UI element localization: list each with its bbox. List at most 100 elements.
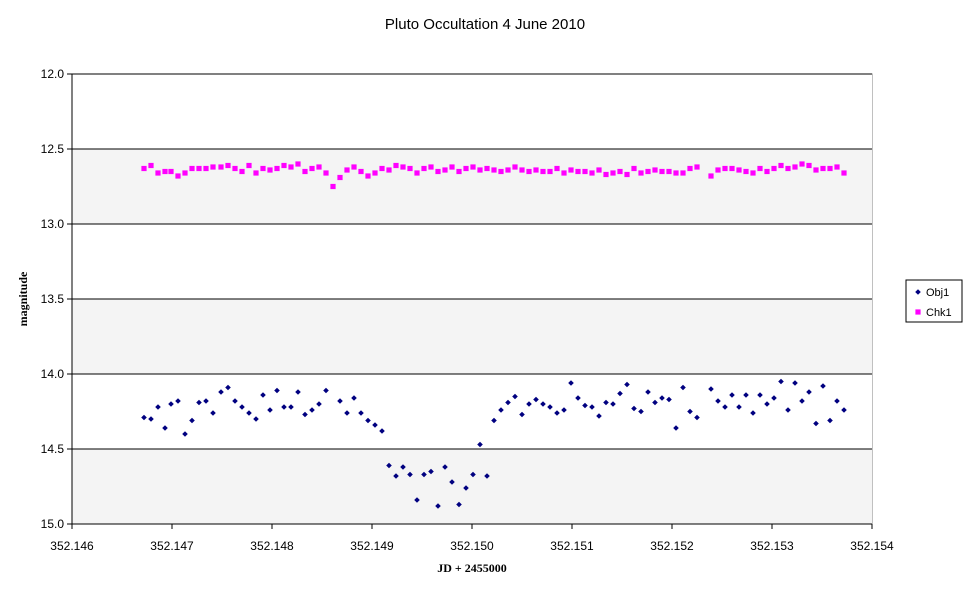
series-chk1 (141, 161, 847, 190)
plot-bands (72, 74, 872, 524)
data-point-chk1 (210, 164, 216, 170)
data-point-obj1 (210, 410, 216, 416)
chart-title: Pluto Occultation 4 June 2010 (385, 16, 585, 33)
y-axis-title: magnitude (16, 271, 30, 326)
data-point-obj1 (141, 414, 147, 421)
data-point-chk1 (589, 170, 595, 176)
data-point-chk1 (505, 167, 511, 173)
data-point-obj1 (449, 479, 455, 485)
data-point-obj1 (274, 387, 280, 394)
data-point-obj1 (638, 408, 644, 415)
legend-label-chk1: Chk1 (926, 307, 952, 319)
data-point-obj1 (589, 404, 595, 410)
data-point-obj1 (365, 417, 371, 424)
data-point-chk1 (547, 168, 553, 175)
data-point-obj1 (498, 407, 504, 413)
data-point-chk1 (274, 165, 280, 172)
plot-area: 352.146 352.147 352.148 352.149 352.150 352.1… (41, 67, 894, 553)
data-point-obj1 (379, 428, 385, 434)
data-point-obj1 (624, 381, 630, 388)
y-tick-label: 14.5 (41, 442, 65, 456)
data-point-chk1 (386, 167, 392, 173)
data-point-chk1 (498, 168, 504, 175)
data-point-obj1 (673, 425, 679, 431)
data-point-obj1 (554, 410, 560, 416)
data-point-chk1 (596, 167, 602, 173)
data-point-chk1 (771, 165, 777, 172)
data-point-chk1 (414, 170, 420, 176)
data-point-chk1 (617, 168, 623, 175)
data-point-chk1 (141, 165, 147, 172)
data-point-obj1 (806, 389, 812, 395)
data-point-chk1 (687, 165, 693, 172)
data-point-chk1 (421, 165, 427, 172)
data-point-obj1 (603, 399, 609, 406)
x-tick-label: 352.153 (750, 539, 794, 553)
data-point-obj1 (456, 501, 462, 508)
data-point-chk1 (232, 165, 238, 172)
x-tick-label: 352.151 (550, 539, 594, 553)
plot-band (72, 74, 872, 149)
legend-marker-obj1 (915, 289, 921, 295)
data-point-obj1 (820, 383, 826, 389)
data-point-obj1 (666, 396, 672, 403)
data-point-chk1 (575, 168, 581, 175)
data-point-chk1 (722, 165, 728, 172)
data-point-obj1 (778, 378, 784, 385)
data-point-obj1 (659, 395, 665, 401)
data-point-chk1 (729, 165, 735, 172)
data-point-obj1 (309, 407, 315, 413)
data-point-chk1 (463, 165, 469, 172)
data-point-obj1 (799, 398, 805, 404)
data-point-chk1 (456, 168, 462, 175)
data-point-chk1 (813, 167, 819, 173)
data-point-chk1 (351, 164, 357, 170)
data-point-chk1 (239, 168, 245, 175)
data-point-chk1 (295, 161, 301, 167)
data-point-chk1 (519, 167, 525, 173)
y-tick-label: 13.0 (41, 217, 65, 231)
data-point-chk1 (379, 165, 385, 172)
data-point-obj1 (344, 410, 350, 416)
data-point-chk1 (281, 162, 287, 169)
data-point-obj1 (736, 404, 742, 410)
data-point-chk1 (393, 162, 399, 169)
y-tick-label: 12.0 (41, 67, 65, 81)
data-point-chk1 (428, 164, 434, 170)
plot-band (72, 374, 872, 449)
data-point-obj1 (743, 392, 749, 398)
data-point-chk1 (792, 164, 798, 170)
data-point-obj1 (351, 395, 357, 401)
data-point-obj1 (582, 402, 588, 409)
data-point-obj1 (463, 485, 469, 491)
data-point-obj1 (316, 401, 322, 407)
data-point-obj1 (175, 398, 181, 404)
data-point-chk1 (365, 173, 371, 179)
data-point-obj1 (764, 401, 770, 407)
data-point-chk1 (323, 170, 329, 176)
data-point-obj1 (708, 386, 714, 392)
data-point-chk1 (442, 167, 448, 173)
x-tick-label: 352.147 (150, 539, 194, 553)
data-point-obj1 (218, 389, 224, 395)
data-point-obj1 (470, 471, 476, 478)
legend-label-obj1: Obj1 (926, 287, 949, 299)
data-point-chk1 (358, 168, 364, 175)
data-point-chk1 (316, 164, 322, 170)
data-point-obj1 (253, 416, 259, 422)
data-point-chk1 (267, 167, 273, 173)
data-point-chk1 (554, 165, 560, 172)
data-point-obj1 (182, 431, 188, 437)
data-point-obj1 (715, 398, 721, 404)
data-point-chk1 (694, 164, 700, 170)
data-point-obj1 (196, 399, 202, 406)
y-tick-label: 13.5 (41, 292, 65, 306)
data-point-obj1 (512, 393, 518, 400)
data-point-obj1 (750, 410, 756, 416)
x-tick-label: 352.150 (450, 539, 494, 553)
data-point-obj1 (568, 380, 574, 386)
data-point-obj1 (540, 401, 546, 407)
data-point-chk1 (196, 165, 202, 172)
data-point-chk1 (155, 170, 161, 176)
data-point-chk1 (561, 170, 567, 176)
